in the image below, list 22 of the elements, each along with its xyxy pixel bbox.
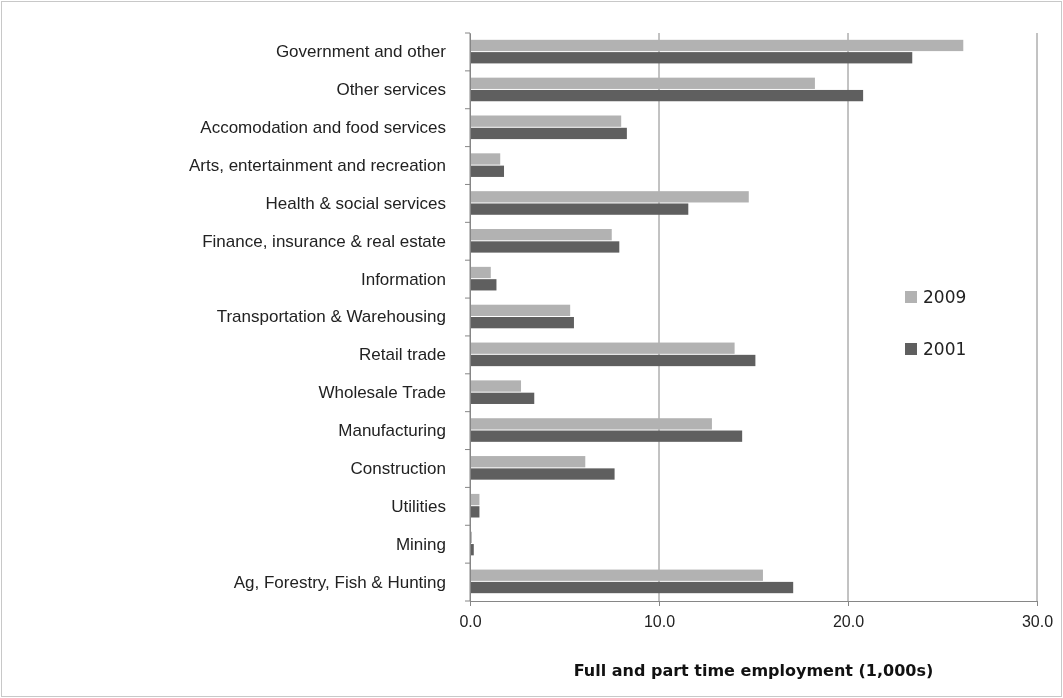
legend-label: 2001 [923, 338, 967, 359]
y-tick-label: Finance, insurance & real estate [202, 231, 446, 251]
x-tick-label: 20.0 [832, 612, 865, 630]
y-tick-label: Construction [350, 458, 446, 478]
y-tick-label: Manufacturing [338, 421, 446, 441]
y-tick-label: Utilities [391, 496, 446, 516]
x-tick-label: 0.0 [459, 612, 482, 630]
y-tick-label: Arts, entertainment and recreation [188, 155, 446, 175]
y-tick-label: Ag, Forestry, Fish & Hunting [233, 572, 446, 592]
y-tick-label: Wholesale Trade [318, 383, 446, 403]
x-tick-label: 10.0 [643, 612, 676, 630]
y-tick-label: Mining [395, 534, 446, 554]
y-tick-label: Government and other [275, 42, 447, 62]
y-tick-label: Accomodation and food services [200, 118, 446, 138]
x-axis-title: Full and part time employment (1,000s) [573, 661, 934, 680]
y-tick-label: Health & social services [265, 193, 446, 213]
y-tick-label: Other services [336, 80, 446, 100]
legend-label: 2009 [923, 286, 967, 307]
y-tick-label: Retail trade [359, 345, 446, 365]
x-tick-label: 30.0 [1021, 612, 1054, 630]
y-tick-label: Transportation & Warehousing [216, 307, 446, 327]
y-tick-label: Information [360, 269, 446, 289]
